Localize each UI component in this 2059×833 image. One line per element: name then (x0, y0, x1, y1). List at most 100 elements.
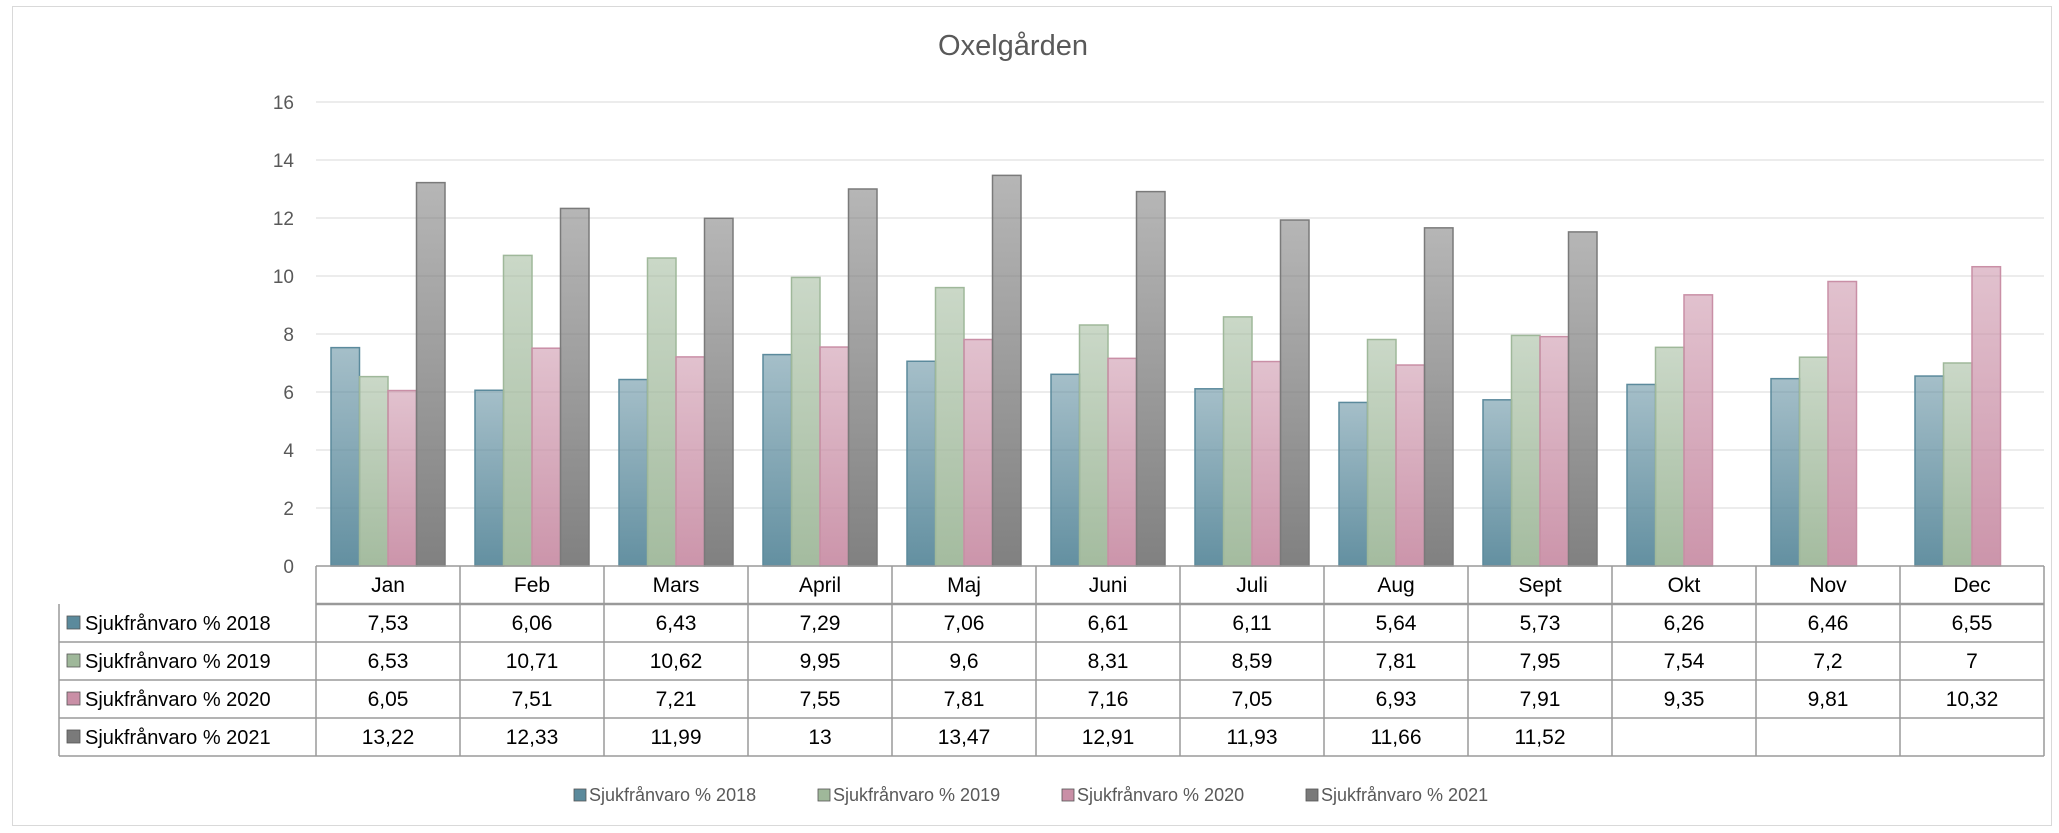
data-label: 12,33 (506, 726, 559, 749)
bar-3-mars (675, 356, 706, 567)
category-label: Dec (1953, 574, 1990, 597)
bar-2-jan (358, 375, 389, 567)
data-label: 8,31 (1088, 650, 1129, 673)
bars (330, 174, 2002, 567)
data-label: 6,55 (1952, 612, 1993, 635)
bar-2-feb (502, 254, 533, 567)
data-label: 7,29 (800, 612, 841, 635)
y-tick-label: 0 (283, 557, 294, 578)
data-label: 7,91 (1520, 688, 1561, 711)
bar-3-maj (963, 338, 994, 567)
category-label: Juli (1236, 574, 1268, 597)
data-label: 5,73 (1520, 612, 1561, 635)
bar-2-dec (1942, 362, 1973, 567)
category-label: Jan (371, 574, 405, 597)
bar-2-april (790, 276, 821, 567)
data-label: 7,53 (368, 612, 409, 635)
bar-4-jan (415, 181, 446, 567)
bar-2-sept (1510, 334, 1541, 567)
data-label: 7,81 (944, 688, 985, 711)
data-label: 7,06 (944, 612, 985, 635)
data-label: 7,21 (656, 688, 697, 711)
y-tick-label: 4 (283, 441, 294, 462)
chart-svg: Oxelgården 0 2 4 6 8 10 12 14 16 Jan Feb Mars April… (58, 30, 2045, 805)
bar-4-maj (991, 174, 1022, 567)
bar-1-mars (618, 378, 649, 567)
category-label: April (799, 574, 841, 597)
data-label: 6,06 (512, 612, 553, 635)
data-label: 9,35 (1664, 688, 1705, 711)
data-label: 7,81 (1376, 650, 1417, 673)
legend-swatch-2 (817, 788, 831, 802)
data-label: 11,52 (1515, 726, 1566, 749)
chart-frame: Oxelgården 0 2 4 6 8 10 12 14 16 Jan Feb Mars April… (12, 6, 2052, 826)
bar-3-okt (1683, 294, 1714, 567)
y-tick-label: 16 (273, 93, 294, 114)
data-label: 10,71 (506, 650, 559, 673)
bar-3-april (819, 346, 850, 567)
bar-2-aug (1366, 338, 1397, 567)
legend-label: Sjukfrånvaro % 2019 (833, 785, 1000, 805)
bar-4-juli (1279, 219, 1310, 567)
y-axis-ticks: 0 2 4 6 8 10 12 14 16 (273, 93, 295, 578)
bar-1-juli (1194, 388, 1225, 567)
data-label: 6,43 (656, 612, 697, 635)
data-label: 13 (808, 726, 831, 749)
bar-3-jan (387, 389, 418, 567)
bar-1-dec (1914, 375, 1945, 567)
series-key-1 (66, 615, 81, 630)
bar-1-maj (906, 360, 937, 567)
legend-swatch-1 (573, 788, 587, 802)
data-label: 11,99 (651, 726, 702, 749)
bar-1-okt (1626, 383, 1657, 567)
bar-4-mars (703, 217, 734, 567)
bar-1-juni (1050, 373, 1081, 567)
bar-3-sept (1539, 335, 1570, 567)
data-label: 10,32 (1946, 688, 1999, 711)
data-label: 7,55 (800, 688, 841, 711)
legend-label: Sjukfrånvaro % 2020 (1077, 785, 1244, 805)
category-label: Juni (1089, 574, 1128, 597)
data-label: 6,26 (1664, 612, 1705, 635)
data-label: 13,22 (362, 726, 415, 749)
bar-3-juni (1107, 357, 1138, 567)
bar-1-april (762, 353, 793, 567)
bar-3-dec (1971, 265, 2002, 567)
category-label: Nov (1809, 574, 1847, 597)
series-name: Sjukfrånvaro % 2019 (85, 651, 271, 673)
data-label: 9,95 (800, 650, 841, 673)
bar-3-juli (1251, 360, 1282, 567)
legend-label: Sjukfrånvaro % 2021 (1321, 785, 1488, 805)
data-label: 7,05 (1232, 688, 1273, 711)
data-label: 11,66 (1371, 726, 1422, 749)
data-label: 7,95 (1520, 650, 1561, 673)
series-name: Sjukfrånvaro % 2020 (85, 689, 271, 711)
data-label: 8,59 (1232, 650, 1273, 673)
data-label: 7,16 (1088, 688, 1129, 711)
y-tick-label: 8 (283, 325, 294, 346)
bar-1-sept (1482, 399, 1513, 567)
series-key-4 (66, 729, 81, 744)
data-label: 7,2 (1813, 650, 1842, 673)
y-tick-label: 12 (273, 209, 294, 230)
bar-2-nov (1798, 356, 1829, 567)
data-label: 6,46 (1808, 612, 1849, 635)
category-label: Feb (514, 574, 550, 597)
data-label: 9,6 (949, 650, 978, 673)
bar-1-feb (474, 389, 505, 567)
bar-4-aug (1423, 227, 1454, 567)
category-label: Sept (1518, 574, 1561, 597)
bar-3-aug (1395, 364, 1426, 567)
data-label: 7 (1966, 650, 1978, 673)
category-label: Aug (1377, 574, 1414, 597)
data-label: 6,53 (368, 650, 409, 673)
bar-4-april (847, 188, 878, 567)
legend-label: Sjukfrånvaro % 2018 (589, 785, 756, 805)
bar-4-feb (559, 207, 590, 567)
data-label: 5,64 (1376, 612, 1417, 635)
series-key-2 (66, 653, 81, 668)
data-label: 12,91 (1082, 726, 1135, 749)
bar-2-juni (1078, 324, 1109, 567)
y-tick-label: 2 (283, 499, 294, 520)
data-label: 10,62 (650, 650, 703, 673)
